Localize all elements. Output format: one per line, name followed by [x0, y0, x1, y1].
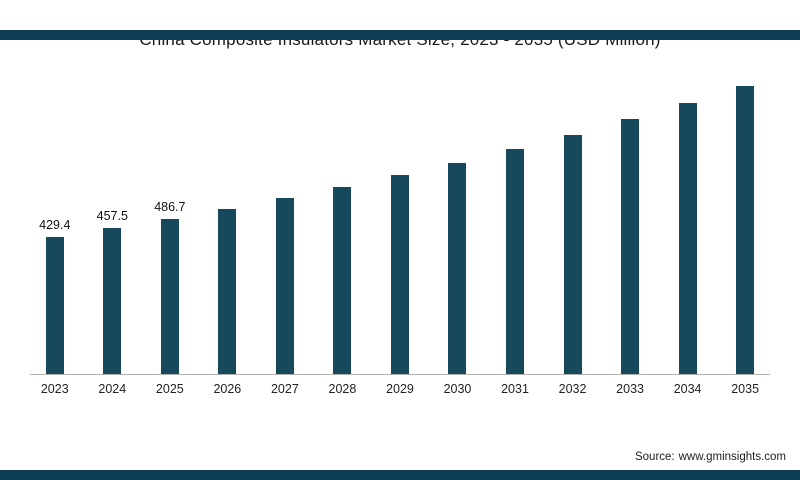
bar-column: [716, 66, 774, 374]
x-tick-label: 2033: [616, 382, 644, 396]
bar-column: [544, 66, 602, 374]
bottom-border-stripe: [0, 470, 800, 480]
bar-2034: [678, 103, 697, 374]
bar-2030: [448, 162, 467, 374]
bar-value-label: 429.4: [39, 218, 71, 233]
x-axis-labels: 2023 2024 2025 2026 2027 2028 2029 2030 2031 2032…: [26, 375, 774, 396]
bar-column: [486, 66, 544, 374]
x-axis-line: [30, 374, 770, 375]
bar-2025: [160, 218, 179, 374]
bar-2032: [563, 134, 582, 374]
bar-column: 429.4: [26, 66, 84, 374]
bar-column: [601, 66, 659, 374]
bar-2026: [218, 209, 237, 374]
bar-column: [659, 66, 717, 374]
x-tick-label: 2029: [386, 382, 414, 396]
bar-2023: [45, 237, 64, 374]
bar-2035: [736, 85, 755, 374]
bar-value-label: 457.5: [96, 209, 128, 224]
x-tick-label: 2028: [328, 382, 357, 396]
bars: 429.4 457.5 486.7: [26, 66, 774, 374]
x-tick-label: 2031: [501, 382, 529, 396]
bar-column: 457.5: [84, 66, 142, 374]
bar-column: 486.7: [141, 66, 199, 374]
x-tick-label: 2030: [443, 382, 472, 396]
bar-2027: [275, 198, 294, 374]
x-tick-label: 2035: [731, 382, 760, 396]
bar-2033: [621, 119, 640, 374]
x-tick-label: 2034: [673, 382, 702, 396]
plot-area: 429.4 457.5 486.7 2023 2024 2025 2026 2027 2028…: [0, 66, 800, 396]
source-url: www.gminsights.com: [678, 451, 786, 463]
bar-column: [371, 66, 429, 374]
top-border-stripe: [0, 30, 800, 40]
bar-2031: [506, 149, 525, 374]
x-tick-label: 2025: [155, 382, 184, 396]
x-tick-label: 2024: [98, 382, 127, 396]
bar-value-label: 486.7: [154, 199, 186, 214]
x-tick-label: 2027: [270, 382, 299, 396]
x-tick-label: 2032: [558, 382, 587, 396]
x-tick-label: 2023: [40, 382, 69, 396]
x-tick-label: 2026: [213, 382, 242, 396]
source-attribution: Source: www.gminsights.com: [635, 451, 786, 463]
bar-column: [199, 66, 257, 374]
bar-column: [256, 66, 314, 374]
source-label: Source:: [634, 451, 675, 463]
bar-2029: [390, 175, 409, 374]
bar-2024: [103, 228, 122, 374]
bar-column: [429, 66, 487, 374]
bar-2028: [333, 187, 352, 374]
bar-column: [314, 66, 372, 374]
